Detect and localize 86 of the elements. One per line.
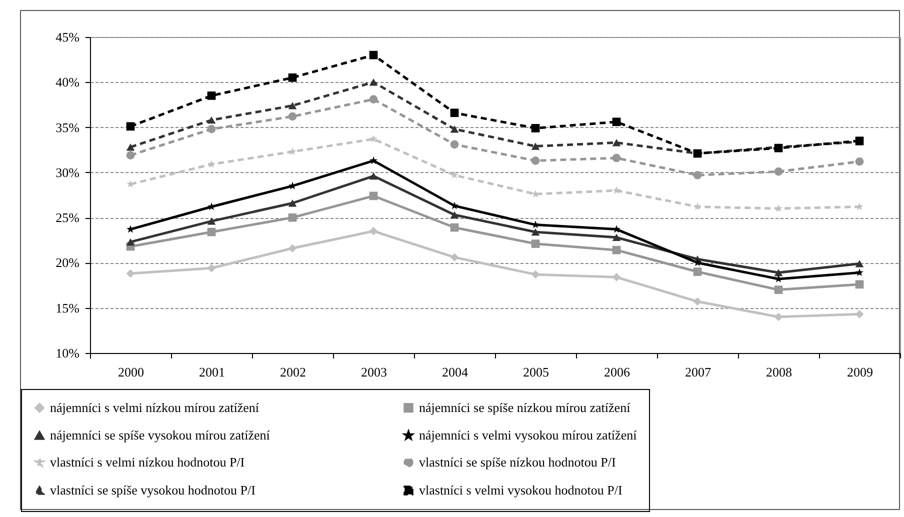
x-tick-label: 2003 — [361, 364, 387, 380]
point — [612, 272, 621, 282]
point — [531, 142, 540, 150]
point — [693, 268, 702, 276]
point — [612, 225, 620, 233]
point — [207, 228, 216, 236]
point — [612, 234, 621, 242]
point — [450, 125, 459, 133]
x-tick-label: 2007 — [685, 364, 712, 380]
point — [612, 139, 621, 146]
point — [369, 172, 378, 180]
point — [531, 228, 540, 236]
legend-label: nájemníci se spíše nízkou mírou zatížení — [419, 400, 631, 415]
legend-label: nájemníci se spíše vysokou mírou zatížení — [50, 428, 270, 442]
point — [369, 78, 378, 86]
point — [369, 50, 378, 60]
point — [856, 202, 864, 210]
y-tick-label: 15% — [56, 300, 80, 316]
x-tick-label: 2004 — [442, 364, 468, 380]
point — [450, 108, 459, 118]
point — [207, 124, 216, 134]
point — [694, 258, 702, 266]
point — [126, 151, 135, 160]
y-tick-label: 40% — [56, 74, 80, 90]
point — [207, 116, 216, 124]
point — [612, 246, 621, 254]
y-tick-label: 35% — [56, 120, 80, 135]
point — [369, 95, 378, 104]
point — [207, 218, 216, 225]
x-tick-label: 2008 — [766, 364, 792, 380]
x-tick-label: 2002 — [280, 364, 306, 380]
y-tick-label: 10% — [56, 346, 80, 360]
point — [288, 200, 297, 207]
point — [612, 118, 621, 126]
y-tick-label: 45% — [56, 30, 80, 44]
legend-label: nájemníci s velmi vysokou mírou zatížení — [419, 428, 638, 442]
point — [531, 156, 540, 165]
point — [208, 160, 216, 168]
point — [288, 244, 297, 252]
point — [450, 211, 459, 218]
point — [693, 297, 702, 306]
point — [855, 260, 864, 268]
point — [288, 112, 297, 121]
point — [369, 192, 378, 200]
y-tick-label: 20% — [56, 255, 80, 270]
point — [693, 170, 702, 180]
point — [612, 186, 620, 194]
point — [694, 202, 702, 210]
point — [450, 223, 459, 232]
point — [531, 124, 540, 132]
point — [774, 269, 783, 276]
point — [369, 226, 378, 236]
legend-label: vlastníci se spíše vysokou hodnotou P/I — [50, 482, 256, 498]
point — [450, 253, 459, 262]
point — [207, 92, 216, 100]
point — [774, 204, 782, 212]
point — [288, 213, 297, 222]
point — [370, 134, 378, 142]
y-tick-label: 25% — [56, 210, 80, 226]
point — [774, 286, 783, 294]
point — [126, 144, 135, 151]
legend-label: vlastníci s velmi nízkou hodnotou P/I — [50, 454, 245, 470]
x-tick-label: 2000 — [118, 364, 144, 380]
x-tick-label: 2001 — [199, 364, 225, 380]
point — [370, 156, 378, 164]
point — [450, 140, 459, 149]
point — [288, 102, 297, 110]
point — [126, 122, 135, 131]
point — [126, 238, 135, 246]
point — [532, 190, 540, 198]
legend-label: nájemníci s velmi nízkou mírou zatížení — [50, 400, 260, 415]
legend-label: vlastníci se spíše nízkou hodnotou P/I — [419, 454, 616, 470]
point — [856, 268, 864, 276]
y-tick-label: 30% — [56, 164, 80, 180]
point — [288, 73, 297, 82]
point — [855, 280, 864, 289]
point — [288, 147, 296, 156]
x-tick-label: 2005 — [523, 364, 549, 380]
point — [774, 167, 783, 176]
point — [612, 154, 621, 162]
point — [450, 202, 458, 210]
x-tick-label: 2006 — [604, 364, 630, 380]
point — [531, 240, 540, 248]
point — [855, 157, 864, 166]
legend-label: vlastníci s velmi vysokou hodnotou P/I — [419, 482, 622, 498]
x-tick-label: 2009 — [847, 364, 873, 380]
